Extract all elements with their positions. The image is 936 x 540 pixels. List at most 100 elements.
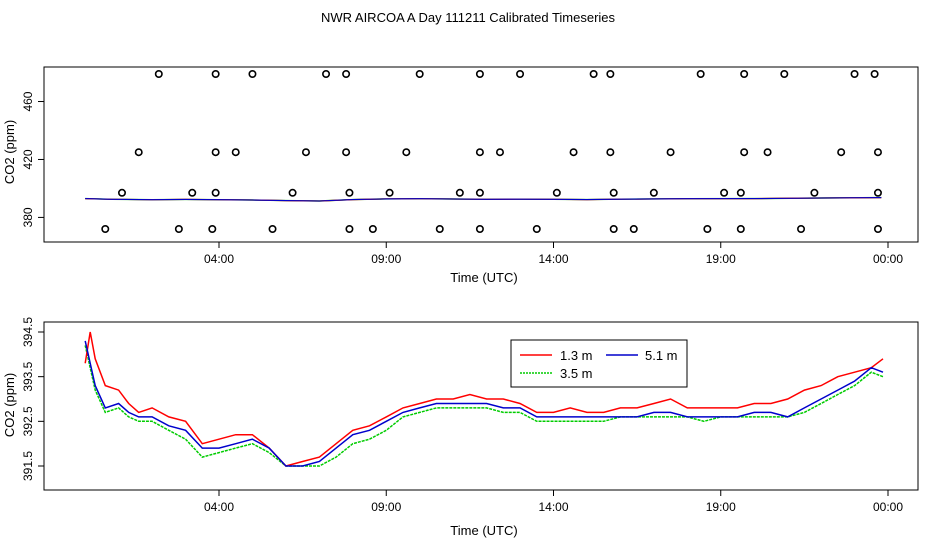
top-y-axis-label: CO2 (ppm) — [2, 120, 17, 184]
series-1-3-m — [84, 331, 884, 467]
bottom-x-tick-label: 00:00 — [873, 500, 903, 514]
reference-point — [495, 148, 504, 157]
reference-point — [696, 70, 705, 79]
top-plot-frame — [43, 66, 919, 243]
chart-title: NWR AIRCOA A Day 111211 Calibrated Times… — [321, 10, 616, 25]
reference-point — [763, 148, 772, 157]
reference-point — [475, 70, 484, 79]
reference-point — [117, 188, 126, 197]
legend-label-5-1m: 5.1 m — [645, 348, 678, 363]
bottom-x-axis-label: Time (UTC) — [450, 523, 517, 538]
legend-box — [510, 339, 688, 388]
reference-point — [740, 148, 749, 157]
bottom-axes: 04:00 09:00 14:00 19:00 00:00 391.5 392.5 393.5… — [21, 317, 903, 514]
reference-point — [873, 148, 882, 157]
reference-point — [736, 225, 745, 234]
reference-point — [703, 225, 712, 234]
reference-point — [345, 225, 354, 234]
reference-point — [589, 70, 598, 79]
reference-point — [211, 148, 220, 157]
top-series — [85, 196, 882, 202]
reference-point — [837, 148, 846, 157]
reference-point — [720, 188, 729, 197]
reference-point — [606, 148, 615, 157]
reference-point — [231, 148, 240, 157]
bottom-x-tick-label: 19:00 — [706, 500, 736, 514]
top-y-tick-label: 420 — [21, 149, 35, 169]
reference-point — [101, 225, 110, 234]
reference-point — [134, 148, 143, 157]
reference-point — [780, 70, 789, 79]
reference-point — [211, 188, 220, 197]
reference-point — [850, 70, 859, 79]
top-x-tick-label: 00:00 — [873, 252, 903, 266]
reference-point — [208, 225, 217, 234]
reference-point — [475, 188, 484, 197]
reference-point — [322, 70, 331, 79]
reference-point — [415, 70, 424, 79]
reference-point — [188, 188, 197, 197]
reference-point — [475, 148, 484, 157]
top-x-tick-label: 14:00 — [538, 252, 568, 266]
reference-point — [569, 148, 578, 157]
top-x-tick-label: 19:00 — [706, 252, 736, 266]
reference-point — [268, 225, 277, 234]
reference-point — [870, 70, 879, 79]
reference-point — [873, 188, 882, 197]
reference-point — [248, 70, 257, 79]
reference-point — [455, 188, 464, 197]
reference-point — [532, 225, 541, 234]
bottom-y-axis-label: CO2 (ppm) — [2, 373, 17, 437]
top-series-blue — [85, 197, 882, 202]
top-x-tick-label: 04:00 — [204, 252, 234, 266]
reference-point — [609, 188, 618, 197]
reference-point — [606, 70, 615, 79]
reference-point — [736, 188, 745, 197]
reference-point — [810, 188, 819, 197]
top-reference-points — [101, 70, 882, 234]
bottom-panel: 04:00 09:00 14:00 19:00 00:00 391.5 392.5 393.5… — [2, 317, 919, 538]
top-axes: 04:00 09:00 14:00 19:00 00:00 380 420 460 — [21, 91, 903, 266]
bottom-y-tick-label: 392.5 — [21, 406, 35, 436]
bottom-series — [84, 331, 884, 467]
reference-point — [385, 188, 394, 197]
reference-point — [345, 188, 354, 197]
reference-point — [402, 148, 411, 157]
reference-point — [368, 225, 377, 234]
reference-point — [475, 225, 484, 234]
bottom-y-tick-label: 394.5 — [21, 317, 35, 347]
bottom-y-tick-label: 391.5 — [21, 451, 35, 481]
reference-point — [873, 225, 882, 234]
bottom-x-tick-label: 04:00 — [204, 500, 234, 514]
reference-point — [342, 70, 351, 79]
bottom-x-tick-label: 14:00 — [538, 500, 568, 514]
legend-label-1-3m: 1.3 m — [560, 348, 593, 363]
reference-point — [301, 148, 310, 157]
legend: 1.3 m 5.1 m 3.5 m — [510, 339, 688, 388]
top-panel: 04:00 09:00 14:00 19:00 00:00 380 420 460 Time … — [2, 66, 919, 285]
bottom-y-tick-label: 393.5 — [21, 361, 35, 391]
legend-label-3-5m: 3.5 m — [560, 366, 593, 381]
series-5-1-m — [84, 340, 884, 467]
series-3-5-m — [84, 345, 884, 467]
reference-point — [174, 225, 183, 234]
reference-point — [435, 225, 444, 234]
bottom-x-tick-label: 09:00 — [371, 500, 401, 514]
reference-point — [516, 70, 525, 79]
top-y-tick-label: 460 — [21, 91, 35, 111]
reference-point — [666, 148, 675, 157]
reference-point — [342, 148, 351, 157]
top-x-axis-label: Time (UTC) — [450, 270, 517, 285]
reference-point — [629, 225, 638, 234]
top-x-tick-label: 09:00 — [371, 252, 401, 266]
bottom-plot-frame — [43, 321, 919, 491]
reference-point — [211, 70, 220, 79]
top-y-tick-label: 380 — [21, 207, 35, 227]
reference-point — [552, 188, 561, 197]
reference-point — [740, 70, 749, 79]
reference-point — [797, 225, 806, 234]
reference-point — [609, 225, 618, 234]
reference-point — [154, 70, 163, 79]
reference-point — [649, 188, 658, 197]
